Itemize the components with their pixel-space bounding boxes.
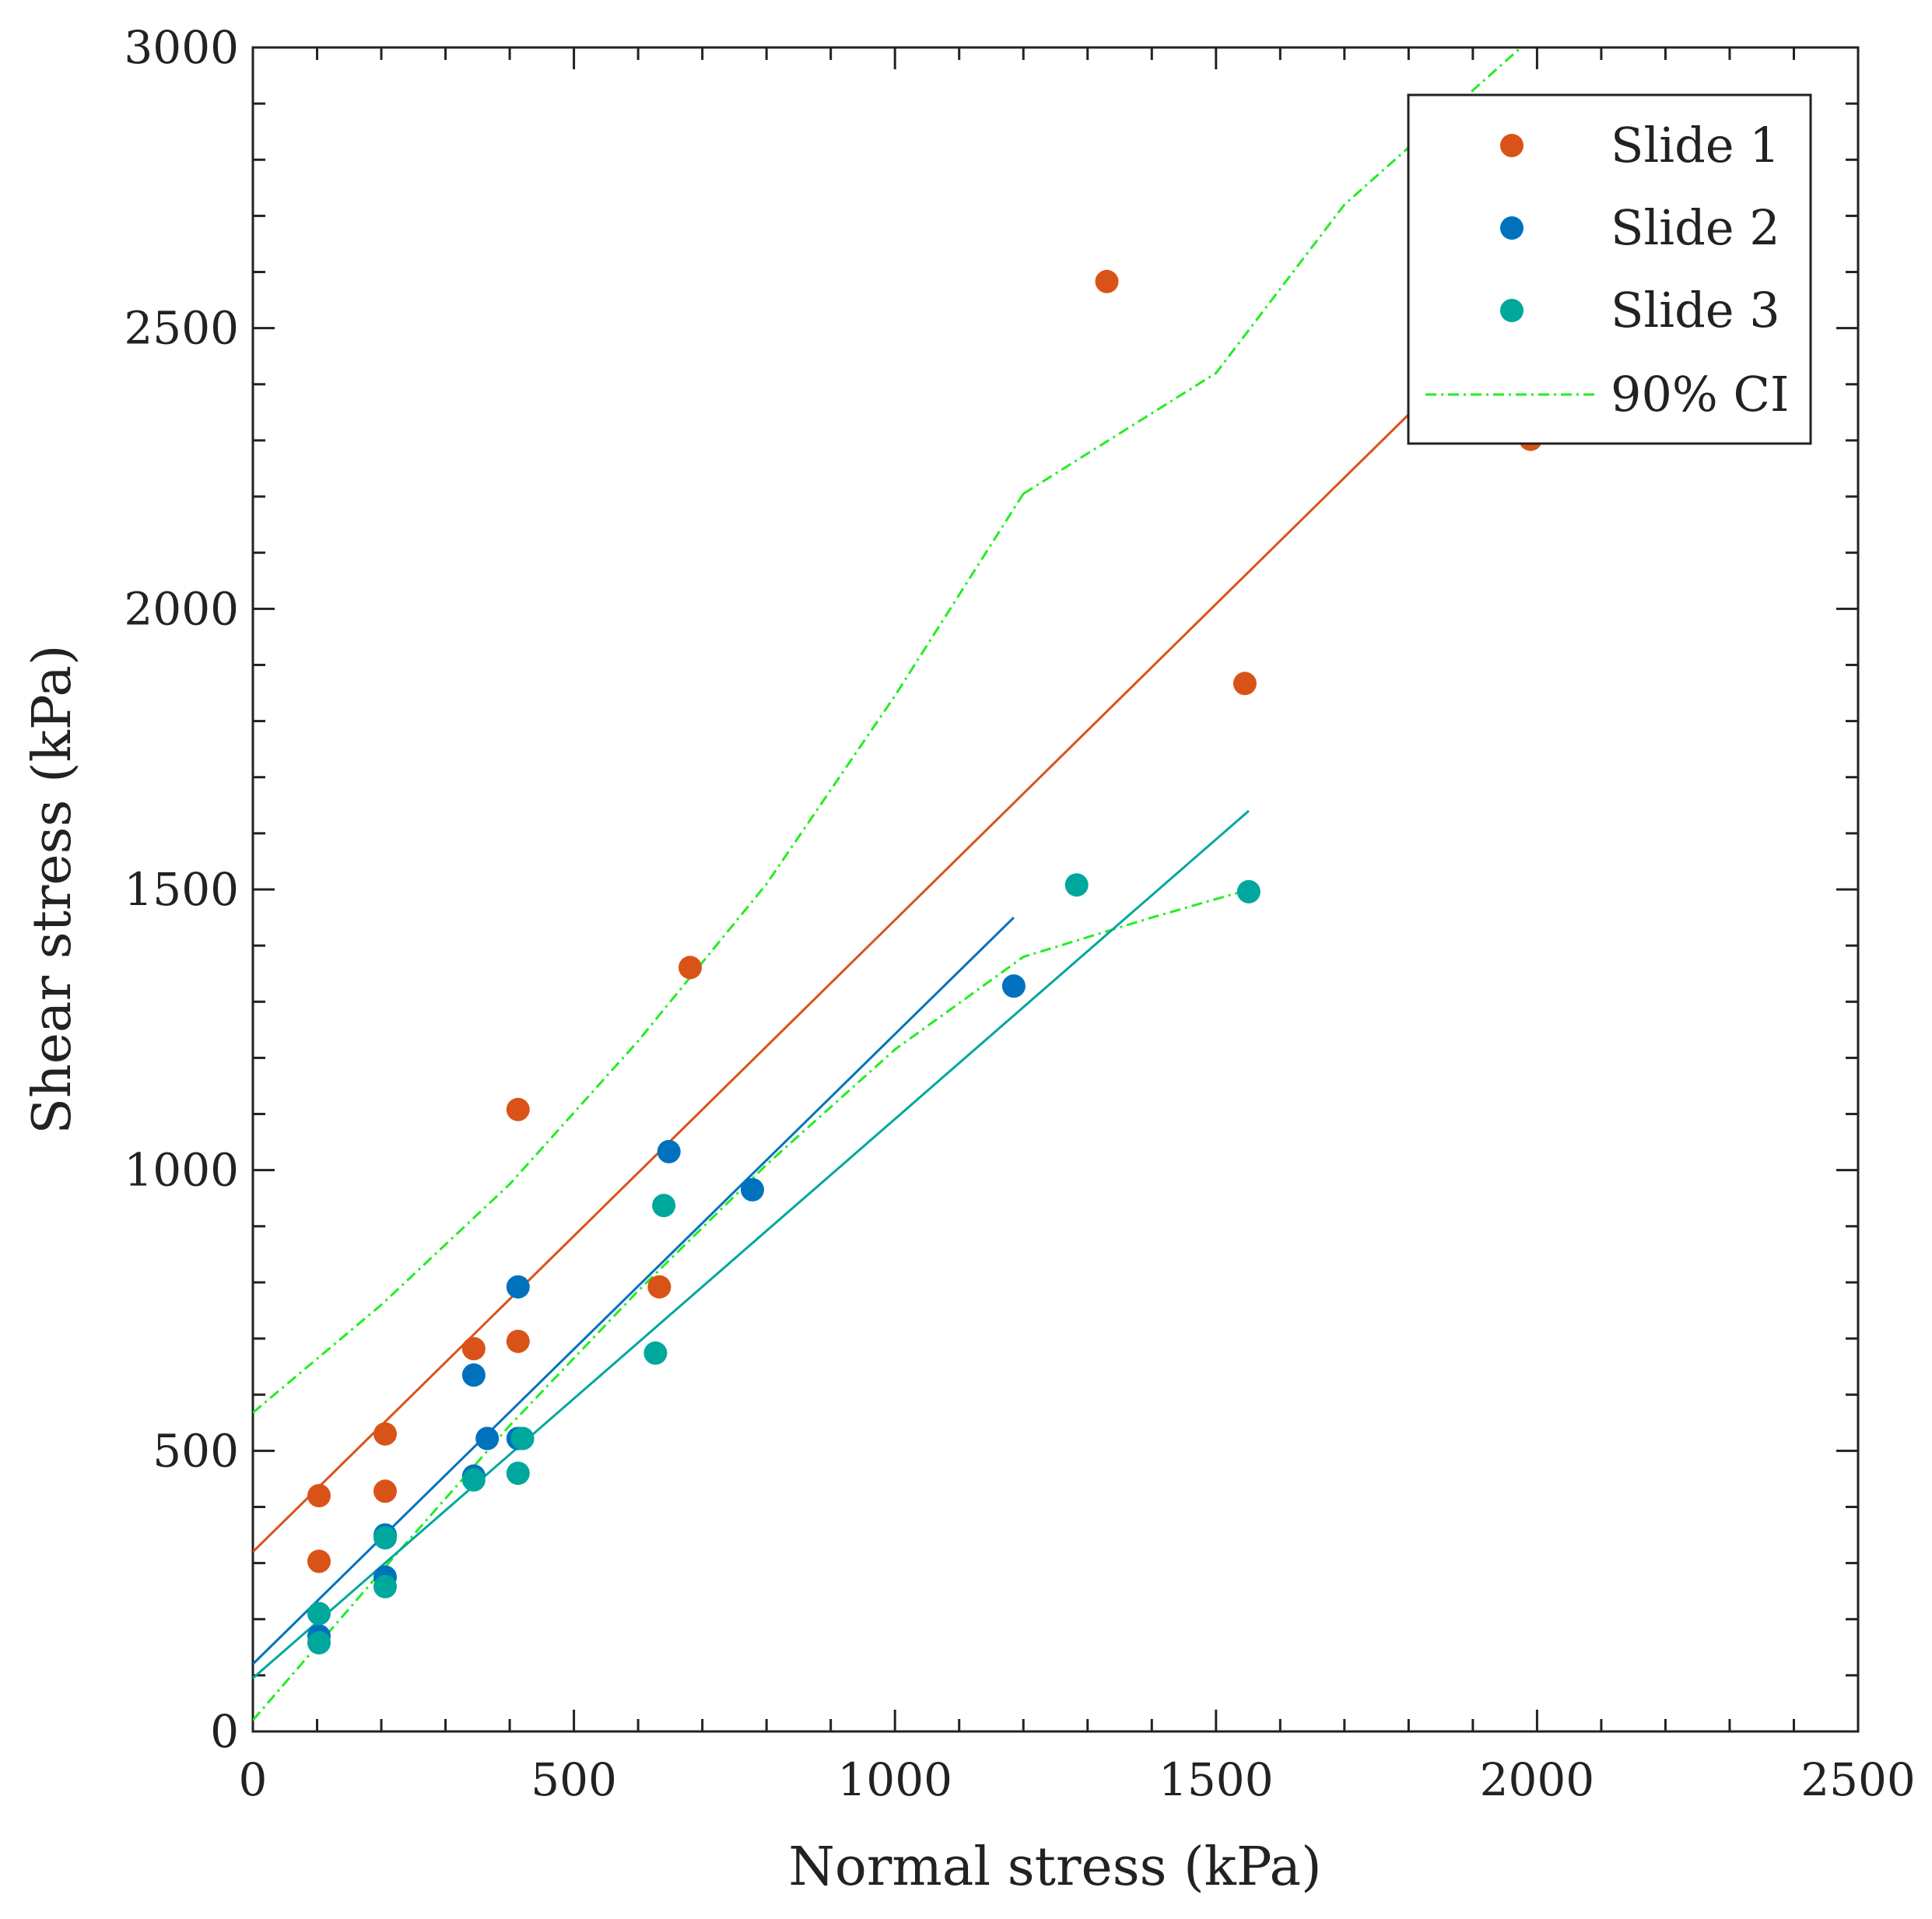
point-slide-3	[652, 1194, 676, 1218]
legend-label-ci: 90% CI	[1611, 366, 1789, 423]
legend-marker-slide-2	[1500, 216, 1524, 240]
fit-line-slide-1	[253, 293, 1532, 1553]
x-tick-label: 500	[531, 1753, 617, 1806]
x-tick-label: 2000	[1480, 1753, 1595, 1806]
x-tick-label: 0	[239, 1753, 268, 1806]
point-slide-3	[510, 1426, 535, 1451]
point-slide-1	[1232, 672, 1257, 696]
y-axis-title: Shear stress (kPa)	[22, 644, 83, 1134]
point-slide-2	[741, 1177, 764, 1202]
point-slide-2	[475, 1426, 500, 1451]
point-slide-3	[643, 1341, 668, 1365]
point-slide-3	[506, 1461, 530, 1486]
x-tick-label: 1000	[837, 1753, 952, 1806]
legend-label-slide-1: Slide 1	[1611, 117, 1780, 174]
y-tick-label: 0	[210, 1705, 239, 1758]
ci-upper-curve	[253, 493, 1025, 1414]
legend-marker-slide-3	[1500, 299, 1524, 322]
point-slide-3	[307, 1631, 331, 1654]
data-lines	[253, 47, 1532, 1721]
y-tick-label: 3000	[124, 21, 239, 74]
x-tick-label: 1500	[1159, 1753, 1274, 1806]
point-slide-2	[461, 1363, 486, 1387]
point-slide-1	[307, 1549, 331, 1573]
point-slide-3	[307, 1602, 331, 1626]
x-tick-label: 2500	[1801, 1753, 1916, 1806]
point-slide-1	[647, 1275, 671, 1299]
point-slide-1	[678, 956, 702, 980]
point-slide-1	[307, 1484, 331, 1507]
legend-label-slide-2: Slide 2	[1611, 199, 1780, 256]
ci-lower-curve	[253, 888, 1250, 1721]
point-slide-1	[461, 1337, 486, 1361]
point-slide-1	[373, 1479, 397, 1503]
point-slide-1	[506, 1097, 530, 1121]
point-slide-3	[373, 1574, 397, 1598]
point-slide-3	[1064, 873, 1089, 897]
point-slide-3	[1236, 879, 1261, 903]
fit-line-slide-3	[253, 809, 1250, 1679]
legend-marker-slide-1	[1500, 134, 1524, 157]
y-tick-label: 2500	[124, 302, 239, 355]
point-slide-1	[373, 1422, 397, 1446]
fit-line-slide-2	[253, 917, 1015, 1665]
point-slide-2	[506, 1275, 530, 1299]
y-tick-label: 1000	[124, 1144, 239, 1197]
point-slide-1	[506, 1329, 530, 1353]
x-axis-title: Normal stress (kPa)	[788, 1837, 1321, 1898]
point-slide-1	[1095, 269, 1119, 293]
point-slide-3	[373, 1526, 397, 1550]
point-slide-2	[1001, 974, 1026, 998]
y-tick-label: 1500	[124, 863, 239, 916]
legend: Slide 1 Slide 2 Slide 3 90% CI	[1407, 93, 1812, 445]
y-tick-label: 500	[153, 1424, 239, 1477]
point-slide-3	[461, 1468, 486, 1492]
legend-label-slide-3: Slide 3	[1611, 282, 1780, 339]
axis-ticks	[251, 46, 1860, 1733]
y-tick-label: 2000	[124, 582, 239, 635]
data-points	[307, 269, 1543, 1654]
tick-labels: 0 500 1000 1500 2000 2500 0 500 1000 1500 2000 2500…	[124, 21, 1915, 1806]
legend-box	[1407, 93, 1812, 445]
point-slide-2	[657, 1139, 681, 1163]
